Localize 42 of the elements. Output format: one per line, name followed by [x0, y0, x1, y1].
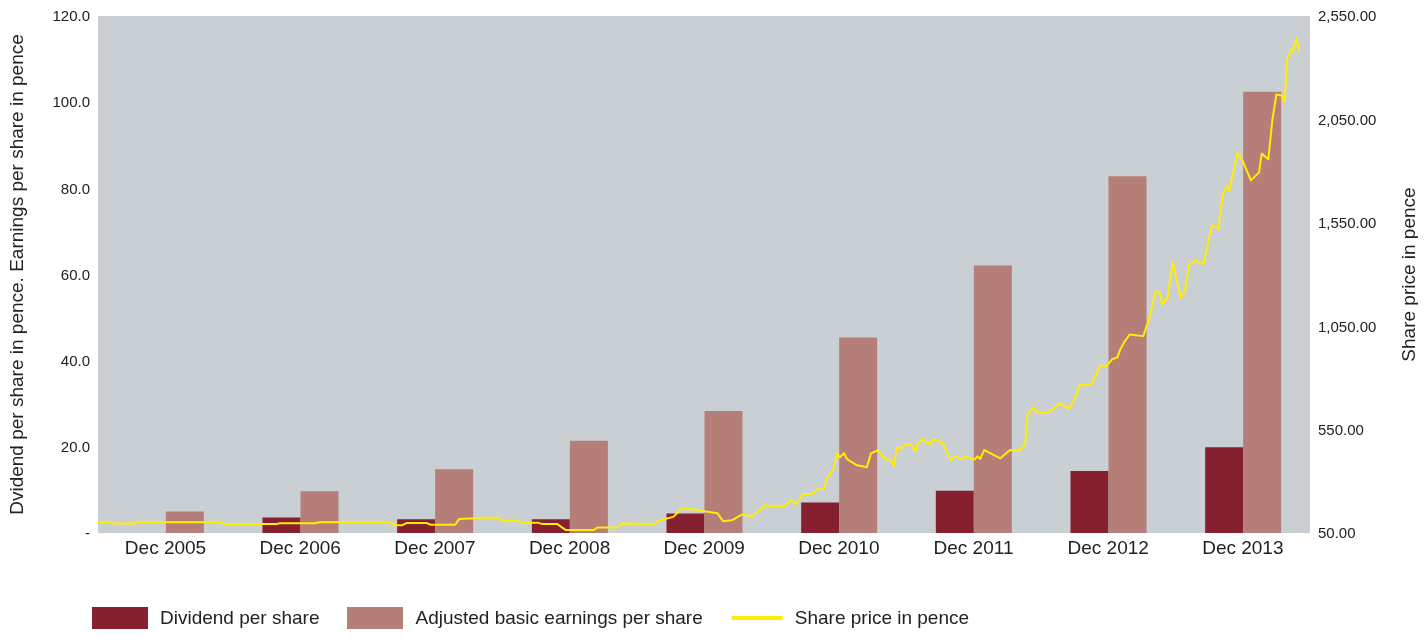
y-tick-label: 40.0 [60, 351, 90, 369]
y2-axis-title: Share price in pence [1397, 187, 1419, 362]
bar [300, 491, 339, 533]
bar [165, 511, 204, 533]
y-tick-label: 60.0 [60, 265, 90, 283]
bar [973, 265, 1012, 533]
bar [1108, 176, 1147, 533]
bar [935, 490, 974, 533]
bar [435, 469, 474, 533]
y-axis-title: Dvidend per share in pence. Earnings per share in pence [5, 34, 27, 515]
y-tick-label: - [85, 524, 90, 542]
y2-tick-label: 2,550.00 [1318, 7, 1377, 25]
y2-tick-label: 50.00 [1318, 524, 1356, 542]
y2-tick-label: 1,550.00 [1318, 214, 1377, 232]
x-tick-label: Dec 2012 [1067, 537, 1149, 559]
x-tick-label: Dec 2011 [933, 537, 1014, 559]
bar [1205, 447, 1244, 533]
bar [1243, 91, 1282, 533]
bar [569, 440, 608, 533]
line-series [98, 37, 1301, 531]
y2-tick-label: 2,050.00 [1318, 110, 1377, 128]
bar [801, 502, 840, 533]
bar [704, 411, 743, 533]
y-tick-label: 100.0 [52, 93, 90, 111]
x-tick-label: Dec 2007 [394, 537, 476, 559]
x-tick-label: Dec 2005 [124, 537, 207, 559]
x-tick-label: Dec 2006 [259, 537, 341, 559]
bar [666, 513, 705, 533]
x-tick-label: Dec 2010 [798, 537, 880, 559]
x-tick-label: Dec 2013 [1202, 537, 1284, 559]
bar [839, 337, 878, 533]
y-tick-label: 80.0 [60, 179, 90, 197]
legend-label: Share price in pence [794, 607, 970, 629]
x-tick-label: Dec 2008 [528, 537, 611, 559]
y-tick-label: 120.0 [52, 7, 90, 25]
legend-label: Adjusted basic earnings per share [415, 607, 703, 629]
y2-tick-label: 550.00 [1318, 420, 1364, 438]
legend-label: Dividend per share [160, 607, 320, 629]
x-tick-label: Dec 2009 [663, 537, 745, 559]
y2-tick-label: 1,050.00 [1318, 317, 1377, 335]
bar [1070, 470, 1109, 533]
y-tick-label: 20.0 [60, 438, 90, 456]
